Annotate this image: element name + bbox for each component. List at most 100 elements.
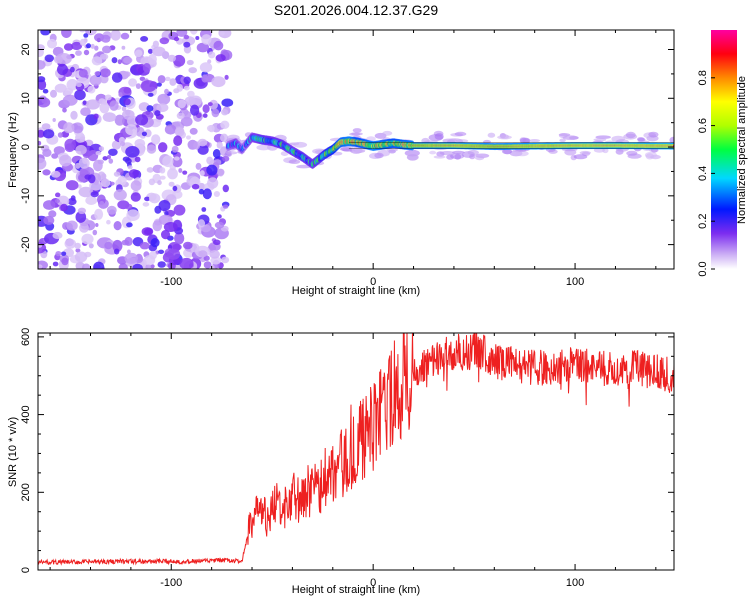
noise-blob (59, 154, 72, 167)
noise-blob (141, 227, 154, 236)
noise-blob (173, 156, 180, 161)
noise-blob (190, 30, 198, 35)
noise-blob (94, 208, 104, 220)
noise-blob (151, 134, 161, 145)
noise-blob (126, 209, 140, 221)
noise-blob (201, 34, 212, 45)
halo-blob (645, 153, 654, 160)
chart-title: S201.2026.004.12.37.G29 (274, 2, 438, 18)
noise-blob (77, 184, 82, 189)
noise-blob (167, 248, 181, 260)
noise-blob (110, 30, 121, 41)
noise-blob (207, 59, 212, 64)
noise-blob (134, 138, 146, 148)
noise-blob (216, 141, 223, 149)
colorbar-tick-label: 0.0 (697, 261, 709, 276)
snr-y-axis-label: SNR (10 * v/v) (7, 417, 19, 487)
noise-blob (202, 188, 212, 200)
noise-blob (38, 140, 42, 146)
noise-blob (106, 155, 111, 160)
noise-blob (95, 150, 102, 156)
noise-blob (79, 38, 86, 47)
noise-blob (208, 124, 215, 133)
noise-blob (221, 98, 234, 107)
noise-blob (130, 192, 141, 202)
noise-blob (198, 250, 208, 258)
noise-blob (83, 49, 90, 56)
noise-blob (60, 203, 68, 212)
noise-blob (104, 241, 113, 250)
noise-blob (189, 127, 198, 135)
y-tick-label: -10 (20, 188, 32, 204)
noise-blob (183, 41, 191, 48)
noise-blob (215, 54, 226, 62)
noise-blob (120, 141, 126, 147)
noise-blob (217, 214, 222, 219)
noise-blob (221, 256, 230, 264)
snr-series (38, 333, 674, 566)
noise-blob (216, 168, 225, 176)
noise-blob (78, 157, 90, 169)
noise-blob (106, 219, 111, 225)
noise-blob (101, 34, 111, 43)
noise-blob (162, 155, 174, 168)
noise-blob (111, 72, 123, 83)
noise-blob (143, 255, 156, 266)
noise-blob (202, 104, 210, 114)
noise-blob (134, 156, 141, 163)
noise-blob (121, 106, 127, 112)
halo-blob (579, 150, 591, 155)
noise-blob (186, 135, 191, 140)
noise-blob (81, 263, 91, 269)
noise-blob (161, 229, 170, 240)
noise-blob (70, 195, 76, 201)
halo-blob (454, 153, 462, 160)
noise-blob (74, 89, 86, 101)
noise-blob (180, 116, 193, 127)
noise-blob (52, 231, 63, 240)
noise-blob (61, 30, 72, 38)
halo-blob (529, 139, 541, 143)
noise-blob (79, 30, 86, 33)
noise-blob (197, 219, 205, 228)
noise-blob (99, 53, 109, 60)
colorbar-tick-label: 0.2 (697, 214, 709, 229)
halo-blob (593, 138, 607, 142)
noise-blob (178, 168, 183, 173)
noise-blob (66, 79, 79, 91)
noise-blob (173, 88, 180, 94)
halo-blob (225, 151, 238, 155)
noise-blob (186, 59, 194, 66)
noise-blob (50, 89, 57, 98)
noise-blob (74, 242, 81, 250)
noise-blob (203, 255, 210, 261)
halo-blob (558, 133, 568, 139)
noise-blob (209, 99, 219, 110)
noise-blob (123, 71, 131, 78)
noise-blob (114, 248, 120, 255)
noise-blob (55, 192, 61, 198)
noise-blob (38, 129, 45, 138)
y-tick-label: 600 (20, 328, 32, 346)
noise-blob (109, 100, 119, 111)
noise-blob (85, 196, 98, 205)
noise-blob (187, 90, 195, 98)
noise-blob (81, 233, 94, 245)
noise-blob (201, 207, 207, 212)
noise-blob (117, 59, 122, 65)
noise-blob (124, 252, 138, 264)
noise-blob (38, 76, 46, 83)
noise-blob (90, 43, 95, 49)
spectrogram-x-axis: -100 0 100 (49, 30, 657, 288)
noise-blob (195, 36, 200, 40)
noise-blob (169, 78, 177, 86)
noise-blob (62, 94, 78, 106)
spectrogram-y-axis: -20 -10 0 10 20 (20, 43, 674, 270)
noise-blob (64, 87, 74, 95)
noise-blob (141, 131, 147, 137)
noise-blob (199, 62, 213, 73)
noise-blob (213, 239, 221, 246)
noise-blob (74, 251, 88, 263)
noise-blob (199, 170, 205, 177)
halo-blob (487, 132, 496, 138)
